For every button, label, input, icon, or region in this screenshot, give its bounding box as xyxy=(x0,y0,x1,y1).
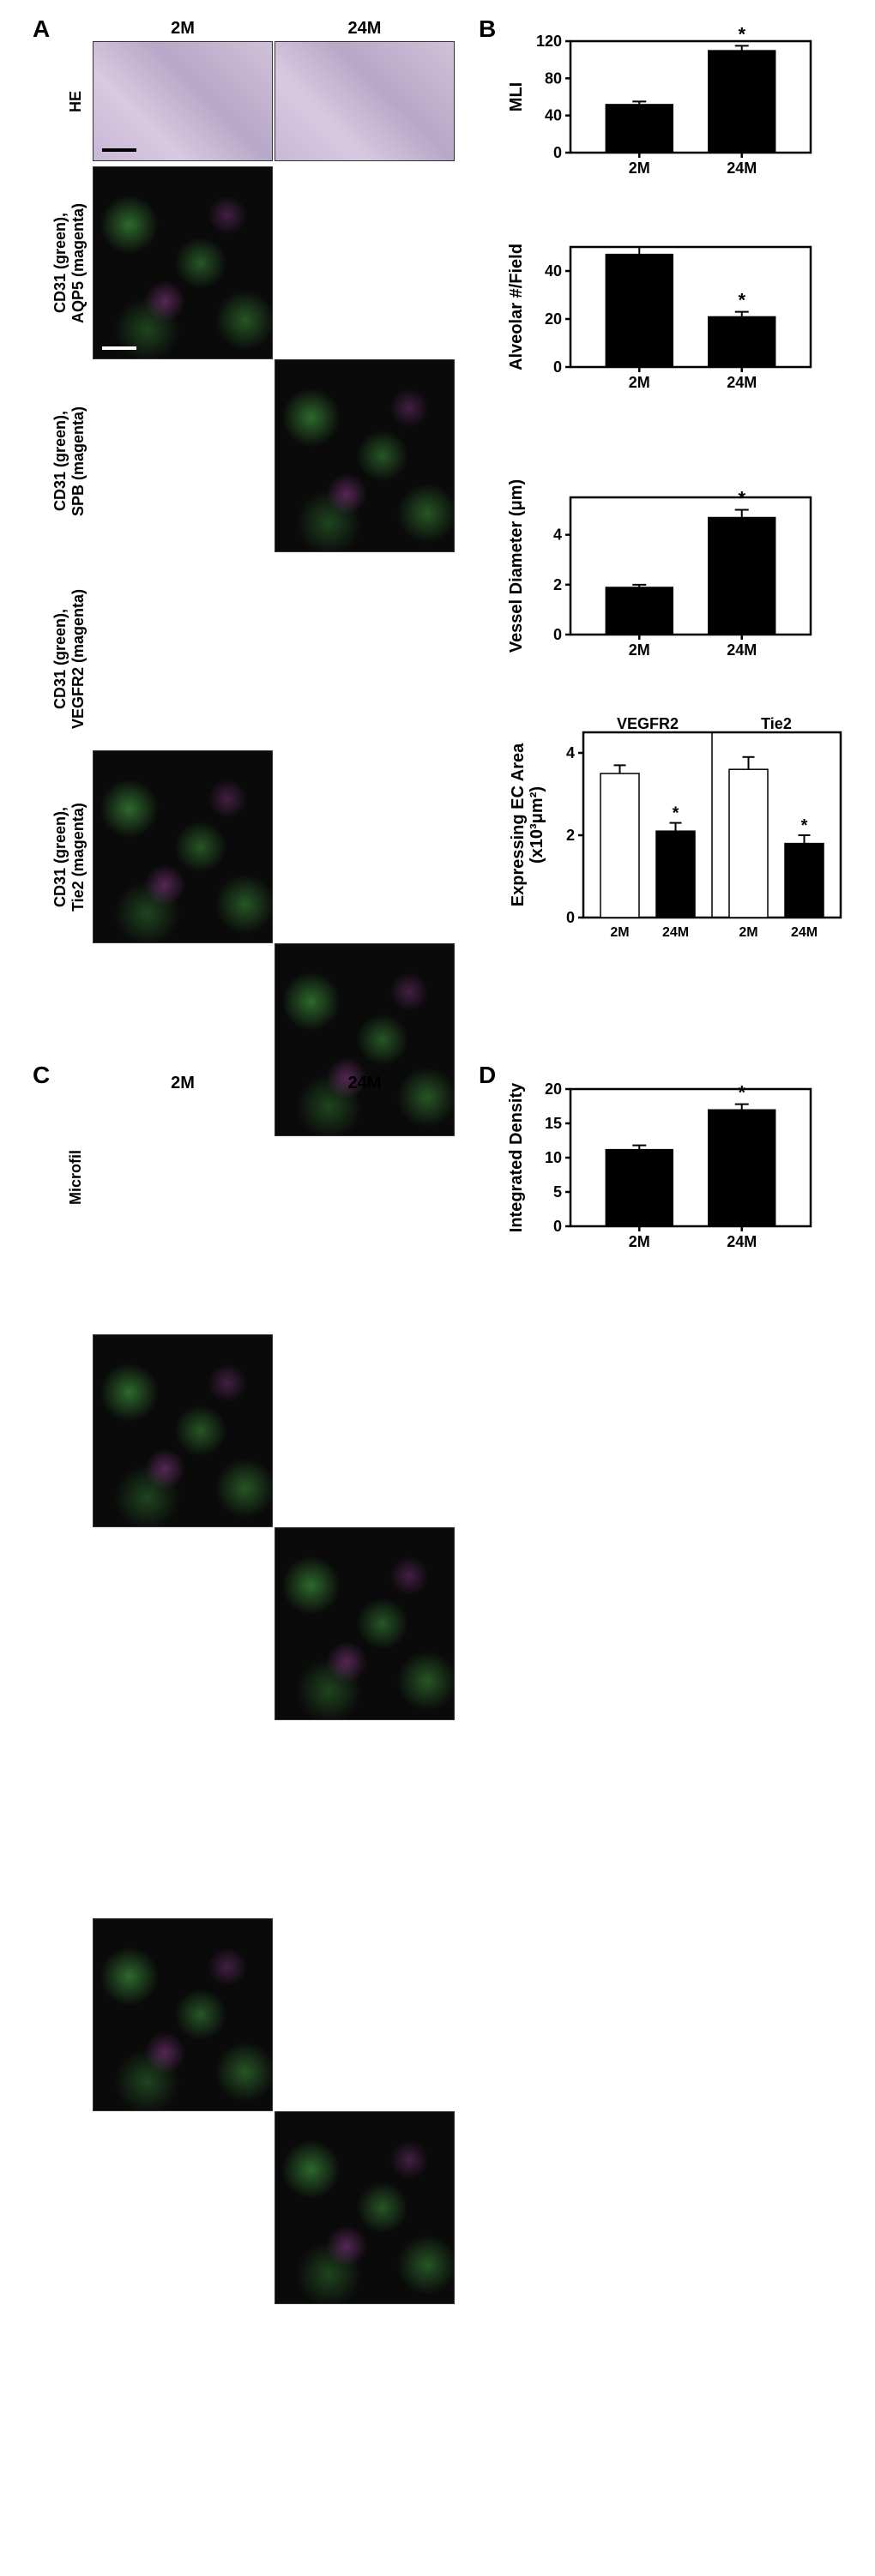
svg-text:Integrated Density: Integrated Density xyxy=(507,1082,526,1232)
svg-text:2M: 2M xyxy=(629,374,650,391)
row-label-cd31-spb: CD31 (green), SPB (magenta) xyxy=(51,364,88,557)
svg-text:0: 0 xyxy=(566,909,575,926)
col-header-c-2m: 2M xyxy=(93,1074,273,1093)
svg-text:*: * xyxy=(738,1082,745,1104)
svg-text:0: 0 xyxy=(553,144,562,161)
scale-bar xyxy=(102,346,136,350)
svg-text:120: 120 xyxy=(536,33,562,50)
cd31-vegfr2-24m-image xyxy=(275,1527,455,1720)
svg-text:24M: 24M xyxy=(727,1233,757,1250)
svg-text:VEGFR2: VEGFR2 xyxy=(617,715,679,732)
svg-text:40: 40 xyxy=(545,262,562,280)
cd31-spb-24m-image xyxy=(275,943,455,1136)
svg-text:4: 4 xyxy=(553,527,562,544)
col-header-a-2m: 2M xyxy=(93,19,273,39)
svg-text:*: * xyxy=(738,488,745,509)
svg-text:2M: 2M xyxy=(610,925,629,940)
svg-text:24M: 24M xyxy=(727,374,757,391)
he-2m-image xyxy=(93,41,273,161)
row-label-cd31-vegfr2: CD31 (green), VEGFR2 (magenta) xyxy=(51,563,88,755)
panel-b-label: B xyxy=(479,15,496,43)
svg-text:10: 10 xyxy=(545,1149,562,1166)
svg-text:*: * xyxy=(738,24,745,45)
integrated-density-chart: 0 5 10 15 20 Integrated Density 2M * 24M xyxy=(506,1072,824,1261)
he-24m-image xyxy=(275,41,455,161)
svg-text:24M: 24M xyxy=(791,925,818,940)
svg-text:5: 5 xyxy=(553,1183,562,1201)
svg-text:2M: 2M xyxy=(629,1233,650,1250)
svg-text:Vessel Diameter (μm): Vessel Diameter (μm) xyxy=(507,480,526,653)
svg-text:(x10³μm²): (x10³μm²) xyxy=(528,786,546,864)
panel-a-label: A xyxy=(33,15,50,43)
mli-chart: 0 40 80 120 MLI 2M * 24M xyxy=(506,24,824,187)
svg-text:24M: 24M xyxy=(727,159,757,177)
svg-text:Tie2: Tie2 xyxy=(761,715,792,732)
svg-text:*: * xyxy=(673,804,679,823)
svg-text:20: 20 xyxy=(545,1080,562,1098)
svg-text:24M: 24M xyxy=(727,641,757,659)
svg-text:20: 20 xyxy=(545,310,562,328)
svg-text:24M: 24M xyxy=(662,925,689,940)
svg-text:MLI: MLI xyxy=(507,82,526,111)
col-header-c-24m: 24M xyxy=(275,1074,455,1093)
cd31-tie2-24m-image xyxy=(275,2111,455,2304)
svg-text:40: 40 xyxy=(545,107,562,124)
svg-text:2: 2 xyxy=(566,827,575,844)
cd31-vegfr2-2m-image xyxy=(93,1334,273,1527)
svg-text:*: * xyxy=(738,290,745,311)
scale-bar xyxy=(102,148,136,152)
svg-text:Expressing EC Area: Expressing EC Area xyxy=(509,743,528,906)
svg-text:2M: 2M xyxy=(739,925,757,940)
panel-c-label: C xyxy=(33,1062,50,1089)
svg-text:4: 4 xyxy=(566,744,575,761)
row-label-he: HE xyxy=(67,41,85,161)
svg-text:2: 2 xyxy=(553,576,562,593)
cd31-spb-2m-image xyxy=(93,750,273,943)
cd31-tie2-2m-image xyxy=(93,1918,273,2111)
svg-text:15: 15 xyxy=(545,1115,562,1132)
svg-text:0: 0 xyxy=(553,1218,562,1235)
col-header-a-24m: 24M xyxy=(275,19,455,39)
row-label-microfil: Microfil xyxy=(67,1096,85,1259)
svg-text:*: * xyxy=(801,816,808,835)
vessel-diameter-chart: 0 2 4 Vessel Diameter (μm) 2M * 24M xyxy=(506,480,824,669)
svg-text:Alveolar #/Field: Alveolar #/Field xyxy=(507,244,526,370)
alveolar-chart: 0 20 40 Alveolar #/Field 2M * 24M xyxy=(506,230,824,401)
svg-text:0: 0 xyxy=(553,626,562,643)
row-label-cd31-tie2: CD31 (green), Tie2 (magenta) xyxy=(51,761,88,954)
row-label-cd31-aqp5: CD31 (green), AQP5 (magenta) xyxy=(51,166,88,359)
svg-text:2M: 2M xyxy=(629,159,650,177)
cd31-aqp5-2m-image xyxy=(93,166,273,359)
svg-text:2M: 2M xyxy=(629,641,650,659)
svg-text:80: 80 xyxy=(545,69,562,87)
ec-area-chart: 0 2 4 Expressing EC Area(x10³μm²) VEGFR2 2M * 2… xyxy=(506,712,849,952)
cd31-aqp5-24m-image xyxy=(275,359,455,552)
svg-text:0: 0 xyxy=(553,358,562,376)
panel-d-label: D xyxy=(479,1062,496,1089)
